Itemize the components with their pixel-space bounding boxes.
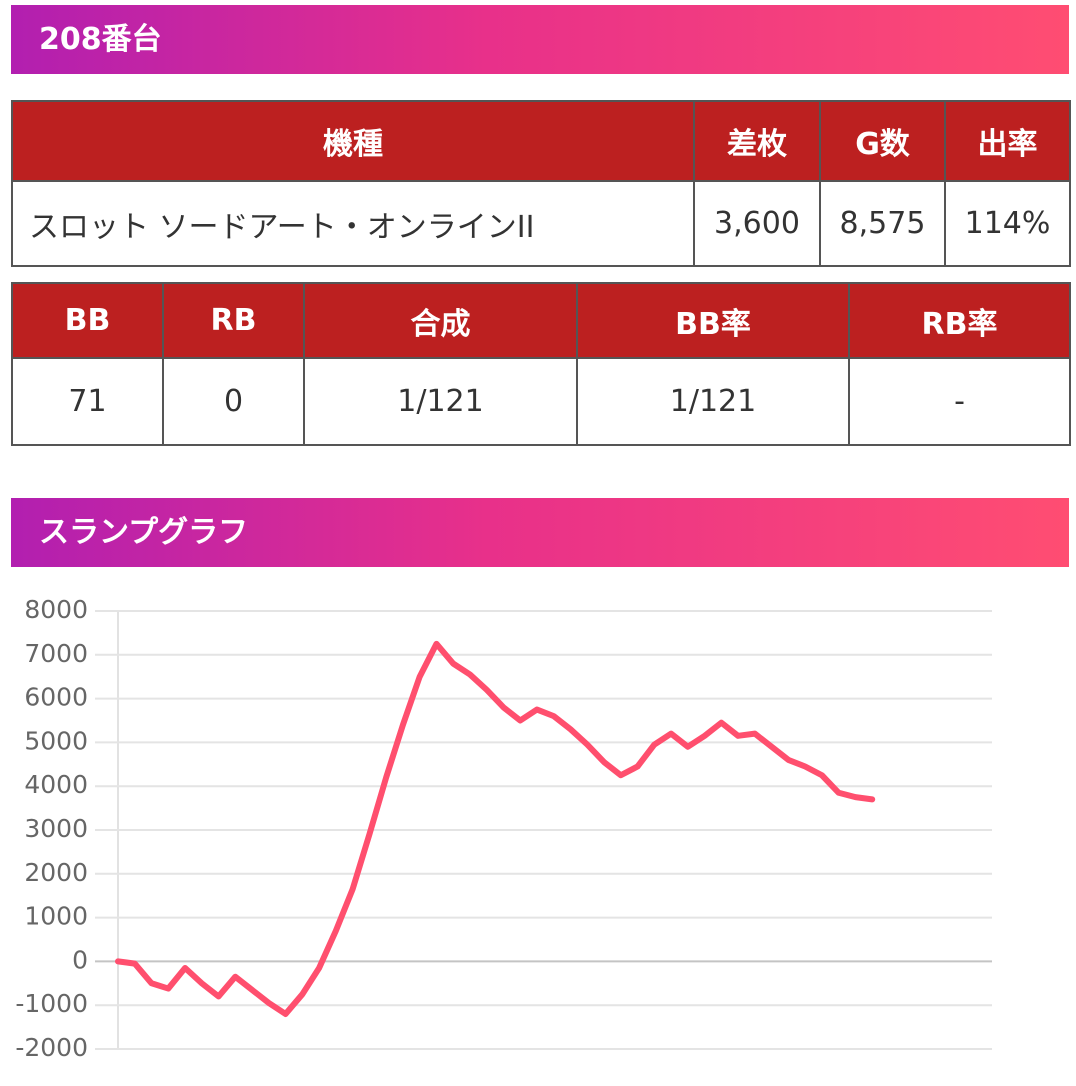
header-cell: BB率 bbox=[576, 282, 850, 359]
data-cell: 1/121 bbox=[303, 357, 578, 446]
y-tick-label: 5000 bbox=[24, 726, 88, 755]
y-tick-label: 7000 bbox=[24, 639, 88, 668]
data-cell: - bbox=[848, 357, 1071, 446]
y-tick-label: -2000 bbox=[15, 1033, 88, 1062]
y-tick-label: 8000 bbox=[24, 595, 88, 624]
header-cell: G数 bbox=[819, 100, 946, 182]
section-header: スランプグラフ bbox=[11, 498, 1069, 567]
section-header: 208番台 bbox=[11, 5, 1069, 74]
y-tick-label: 2000 bbox=[24, 858, 88, 887]
data-cell: 0 bbox=[162, 357, 305, 446]
header-cell: 差枚 bbox=[693, 100, 821, 182]
table-body: BB RB 合成 BB率 RB率 71 0 1/121 1/121- bbox=[11, 282, 1071, 446]
y-tick-label: 6000 bbox=[24, 683, 88, 712]
y-tick-label: 1000 bbox=[24, 902, 88, 931]
y-tick-label: 3000 bbox=[24, 814, 88, 843]
data-cell: 71 bbox=[11, 357, 164, 446]
header-cell: RB bbox=[162, 282, 305, 359]
header-row: BB RB 合成 BB率 RB率 bbox=[11, 282, 1071, 359]
header-cell: BB bbox=[11, 282, 164, 359]
line-series bbox=[115, 640, 876, 1017]
header-row: 機種 差枚 G数 出率 bbox=[11, 100, 1071, 182]
y-tick-label: 0 bbox=[72, 945, 88, 974]
header-cell: 機種 bbox=[11, 100, 695, 182]
data-row: 71 0 1/121 1/121- bbox=[11, 357, 1071, 446]
data-cell: 114% bbox=[944, 180, 1071, 267]
machine-table: 機種 差枚 G数 出率 スロット ソードアート・オンラインII 3,600 8,575 114… bbox=[11, 100, 1071, 267]
y-tick-label: 4000 bbox=[24, 770, 88, 799]
slump-chart: -2000 -1000 0 1000 2000 3000 4000 5000 6000 7000 8… bbox=[15, 595, 992, 1062]
table-body: 機種 差枚 G数 出率 スロット ソードアート・オンラインII 3,600 8,575 114… bbox=[11, 100, 1071, 267]
header-cell: 合成 bbox=[303, 282, 578, 359]
y-tick-label: -1000 bbox=[15, 989, 88, 1018]
bonus-table: BB RB 合成 BB率 RB率 71 0 1/121 1/121- bbox=[11, 282, 1071, 446]
data-row: スロット ソードアート・オンラインII 3,600 8,575 114% bbox=[11, 180, 1071, 267]
data-cell: 8,575 bbox=[819, 180, 946, 267]
header-cell: RB率 bbox=[848, 282, 1071, 359]
data-cell: 3,600 bbox=[693, 180, 821, 267]
header-cell: 出率 bbox=[944, 100, 1071, 182]
data-cell: 1/121 bbox=[576, 357, 850, 446]
data-cell: スロット ソードアート・オンラインII bbox=[11, 180, 695, 267]
